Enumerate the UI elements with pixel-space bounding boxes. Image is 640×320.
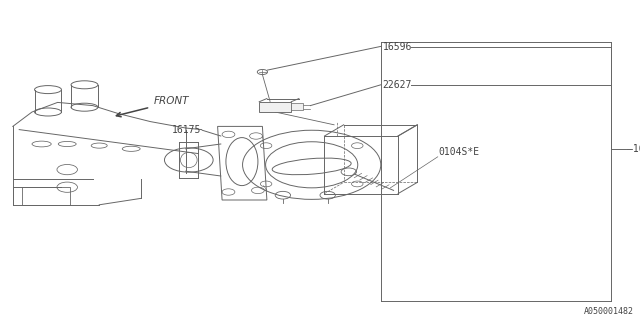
Text: 16175: 16175 (172, 125, 202, 135)
Text: 22627: 22627 (383, 80, 412, 91)
Text: A050001482: A050001482 (584, 307, 634, 316)
Bar (259, 102, 291, 112)
Bar (291, 103, 303, 110)
Text: —16112: —16112 (627, 144, 640, 155)
Bar (22, 187, 70, 205)
Text: 16596: 16596 (383, 42, 412, 52)
Text: FRONT: FRONT (154, 96, 189, 106)
Text: 0104S*E: 0104S*E (438, 147, 479, 157)
